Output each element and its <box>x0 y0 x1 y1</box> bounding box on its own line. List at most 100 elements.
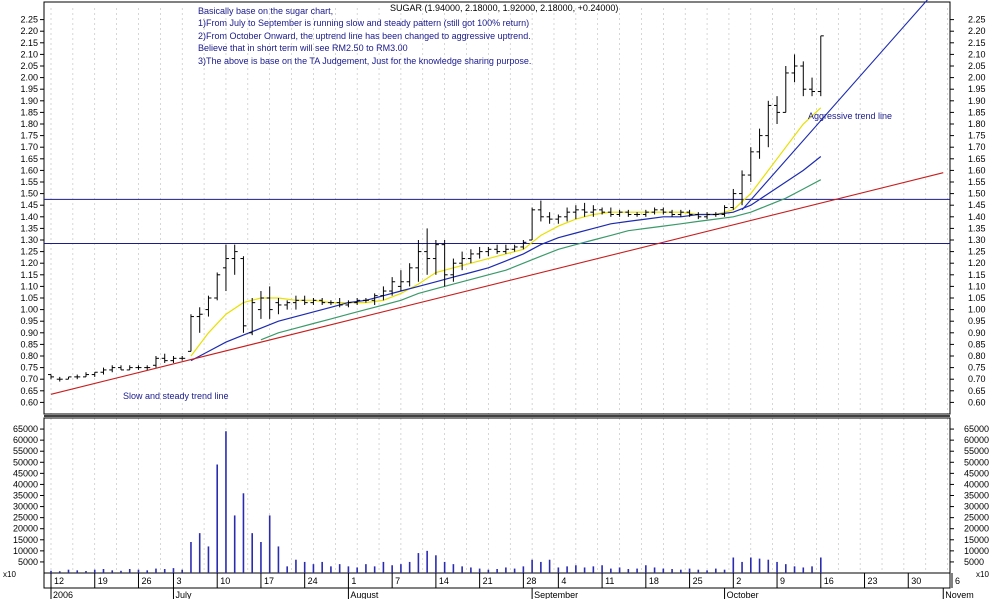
month-label: 2006 <box>53 590 73 599</box>
volume-tick-label-right: 20000 <box>964 524 989 534</box>
annotation-line-2: 1)From July to September is running slow… <box>198 18 530 28</box>
x-tick-label: 19 <box>98 576 108 586</box>
price-tick-label-left: 1.50 <box>20 189 38 199</box>
price-tick-label-left: 1.10 <box>20 281 38 291</box>
price-tick-label-right: 1.25 <box>968 247 986 257</box>
volume-tick-label-left: 60000 <box>13 435 38 445</box>
volume-tick-label-left: 15000 <box>13 535 38 545</box>
volume-tick-label-right: 55000 <box>964 446 989 456</box>
price-tick-label-left: 1.35 <box>20 223 38 233</box>
price-tick-label-right: 1.10 <box>968 281 986 291</box>
price-tick-label-right: 1.60 <box>968 165 986 175</box>
annotation-line-5: 3)The above is base on the TA Judgement,… <box>198 56 532 66</box>
x-tick-label: 16 <box>824 576 834 586</box>
price-tick-label-right: 1.40 <box>968 212 986 222</box>
price-tick-label-right: 0.85 <box>968 339 986 349</box>
x-tick-label: 1 <box>351 576 356 586</box>
annotation-line-3: 2)From October Onward, the uptrend line … <box>198 31 531 41</box>
price-tick-label-right: 0.65 <box>968 386 986 396</box>
volume-tick-label-right: 10000 <box>964 546 989 556</box>
price-tick-label-left: 1.65 <box>20 154 38 164</box>
price-tick-label-left: 1.55 <box>20 177 38 187</box>
month-label: July <box>175 590 192 599</box>
x-tick-label: 18 <box>649 576 659 586</box>
price-tick-label-left: 0.60 <box>20 397 38 407</box>
x-tick-label: 24 <box>308 576 318 586</box>
x-tick-label: 23 <box>868 576 878 586</box>
annotation-line-1: Basically base on the sugar chart, <box>198 6 334 16</box>
slow-trend-label: Slow and steady trend line <box>123 391 229 401</box>
price-tick-label-left: 1.40 <box>20 212 38 222</box>
price-tick-label-right: 2.00 <box>968 73 986 83</box>
price-tick-label-right: 1.75 <box>968 131 986 141</box>
volume-tick-label-left: 20000 <box>13 524 38 534</box>
price-tick-label-right: 1.05 <box>968 293 986 303</box>
month-label: October <box>727 590 759 599</box>
x-tick-label: 6 <box>955 576 960 586</box>
volume-tick-label-left: 65000 <box>13 424 38 434</box>
x-tick-label: 10 <box>220 576 230 586</box>
price-tick-label-left: 1.95 <box>20 84 38 94</box>
volume-tick-label-right: 45000 <box>964 468 989 478</box>
x-tick-label: 4 <box>561 576 566 586</box>
volume-bars <box>50 431 822 573</box>
price-tick-label-left: 1.90 <box>20 96 38 106</box>
price-tick-label-left: 0.70 <box>20 374 38 384</box>
volume-tick-label-left: 35000 <box>13 491 38 501</box>
x-tick-label: 17 <box>264 576 274 586</box>
aggressive-trend-label: Aggressive trend line <box>808 111 893 121</box>
volume-tick-label-right: 40000 <box>964 479 989 489</box>
volume-unit-label-right: x10 <box>976 570 989 579</box>
volume-tick-label-right: 15000 <box>964 535 989 545</box>
volume-tick-label-left: 55000 <box>13 446 38 456</box>
price-tick-label-left: 0.80 <box>20 351 38 361</box>
grid-lines <box>50 8 948 573</box>
price-tick-label-left: 0.85 <box>20 339 38 349</box>
price-tick-label-left: 1.25 <box>20 247 38 257</box>
price-tick-label-right: 1.90 <box>968 96 986 106</box>
price-tick-label-right: 1.85 <box>968 107 986 117</box>
volume-tick-label-right: 50000 <box>964 457 989 467</box>
x-tick-label: 12 <box>54 576 64 586</box>
x-tick-label: 30 <box>911 576 921 586</box>
price-tick-label-left: 0.75 <box>20 363 38 373</box>
price-tick-label-right: 2.10 <box>968 49 986 59</box>
price-panel-frame <box>43 1 951 415</box>
x-tick-label: 2 <box>736 576 741 586</box>
price-tick-label-left: 0.95 <box>20 316 38 326</box>
price-tick-label-right: 1.35 <box>968 223 986 233</box>
volume-tick-label-left: 50000 <box>13 457 38 467</box>
price-tick-label-right: 1.00 <box>968 305 986 315</box>
price-tick-label-right: 0.95 <box>968 316 986 326</box>
price-tick-label-left: 2.15 <box>20 38 38 48</box>
price-tick-label-right: 2.05 <box>968 61 986 71</box>
price-tick-label-right: 1.45 <box>968 200 986 210</box>
price-tick-label-right: 1.55 <box>968 177 986 187</box>
annotation-line-4: Believe that in short term will see RM2.… <box>198 43 408 53</box>
price-tick-label-left: 1.00 <box>20 305 38 315</box>
price-tick-label-left: 1.60 <box>20 165 38 175</box>
price-tick-label-left: 2.00 <box>20 73 38 83</box>
price-tick-label-left: 1.75 <box>20 131 38 141</box>
price-tick-label-left: 1.70 <box>20 142 38 152</box>
volume-tick-label-left: 40000 <box>13 479 38 489</box>
volume-tick-label-left: 5000 <box>18 557 38 567</box>
chart-title: SUGAR (1.94000, 2.18000, 1.92000, 2.1800… <box>390 3 619 13</box>
price-tick-label-right: 0.80 <box>968 351 986 361</box>
month-label: Novem <box>945 590 974 599</box>
price-tick-label-right: 2.25 <box>968 15 986 25</box>
price-tick-label-left: 1.15 <box>20 270 38 280</box>
x-tick-label: 21 <box>483 576 493 586</box>
price-tick-label-right: 0.70 <box>968 374 986 384</box>
trend-line <box>741 0 928 211</box>
x-tick-label: 11 <box>605 576 614 586</box>
price-tick-label-right: 0.90 <box>968 328 986 338</box>
x-tick-label: 9 <box>780 576 785 586</box>
price-tick-label-right: 1.15 <box>968 270 986 280</box>
price-tick-label-left: 1.05 <box>20 293 38 303</box>
volume-tick-label-left: 45000 <box>13 468 38 478</box>
price-tick-label-left: 2.25 <box>20 15 38 25</box>
month-label: September <box>534 590 578 599</box>
price-tick-label-left: 1.20 <box>20 258 38 268</box>
